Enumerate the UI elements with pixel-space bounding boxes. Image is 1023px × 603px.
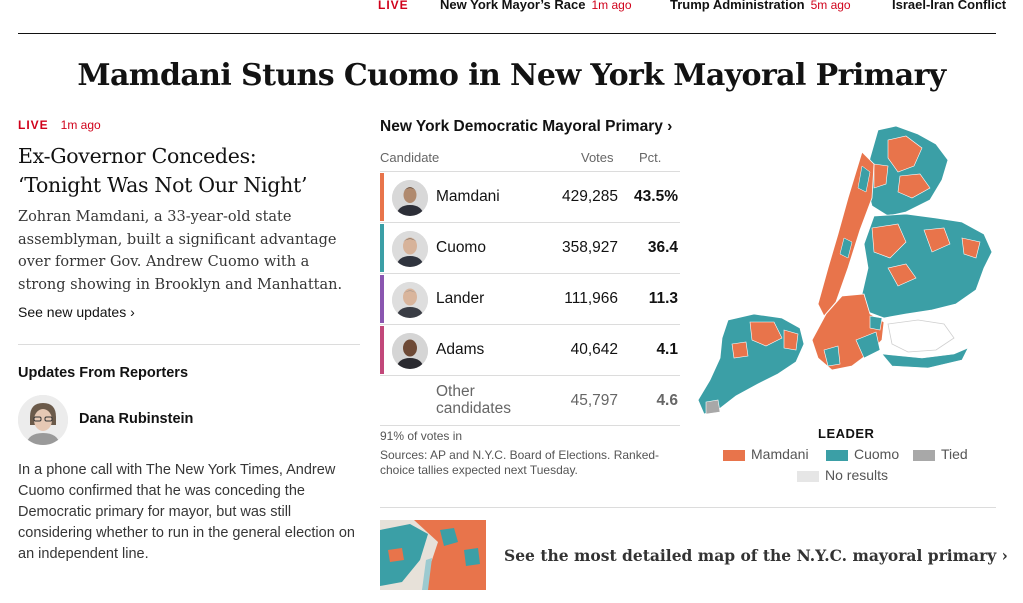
candidate-portrait-icon [392, 333, 428, 369]
results-title-link[interactable]: New York Democratic Mayoral Primary › [380, 118, 673, 135]
candidate-photo [392, 180, 428, 216]
table-row-adams: Adams 40,642 4.1 [380, 325, 680, 376]
reporting-status: 91% of votes in [380, 429, 463, 443]
legend-label: Cuomo [854, 446, 900, 462]
other-label-line2: candidates [436, 400, 511, 417]
candidate-portrait-icon [392, 231, 428, 267]
detailed-map-thumbnail[interactable] [380, 520, 486, 590]
legend-item-tied: Tied [913, 446, 968, 462]
legend-swatch [913, 449, 935, 461]
divider [380, 507, 996, 508]
candidate-pct: 4.6 [656, 392, 678, 409]
candidate-color-bar [380, 275, 384, 323]
reporter-portrait-icon [18, 395, 68, 445]
candidate-photo [392, 333, 428, 369]
nyc-map-graphic [697, 125, 993, 415]
table-row-cuomo: Cuomo 358,927 36.4 [380, 223, 680, 274]
candidate-pct: 43.5% [634, 188, 678, 205]
ticker-live-label: LIVE [378, 0, 409, 12]
legend-item-no-results: No results [797, 467, 888, 483]
map-legend-title: LEADER [818, 426, 875, 441]
other-label-line1: Other [436, 383, 475, 400]
candidate-votes: 40,642 [570, 341, 618, 358]
detailed-map-link[interactable]: See the most detailed map of the N.Y.C. … [504, 546, 1008, 565]
candidate-portrait-icon [392, 282, 428, 318]
updates-section-title: Updates From Reporters [18, 365, 189, 381]
legend-swatch [797, 470, 819, 482]
candidate-pct: 11.3 [648, 290, 678, 307]
sources-note: Sources: AP and N.Y.C. Board of Election… [380, 448, 660, 477]
reporter-name[interactable]: Dana Rubinstein [79, 411, 194, 427]
candidate-pct: 36.4 [647, 239, 678, 256]
ticker-item-time: 5m ago [810, 0, 851, 12]
candidate-votes: 358,927 [561, 239, 618, 256]
story-summary: Zohran Mamdani, a 33-year-old state asse… [18, 209, 343, 293]
legend-swatch [723, 449, 745, 461]
candidate-color-bar [380, 173, 384, 221]
reporter-update-text: In a phone call with The New York Times,… [18, 462, 355, 562]
candidate-color-bar [380, 326, 384, 374]
live-time: 1m ago [60, 118, 101, 132]
candidate-name: Adams [436, 341, 485, 358]
candidate-votes: 45,797 [570, 392, 618, 409]
candidate-pct: 4.1 [656, 341, 678, 358]
table-row-mamdani: Mamdani 429,285 43.5% [380, 172, 680, 223]
live-indicator: LIVE 1m ago [18, 118, 360, 132]
table-row-other: Other candidates 45,797 4.6 [380, 376, 680, 426]
col-header-pct: Pct. [639, 150, 662, 165]
candidate-votes: 429,285 [561, 188, 618, 205]
results-table: New York Democratic Mayoral Primary › Ca… [380, 118, 680, 477]
story-subhead-line2: ‘Tonight Was Not Our Night’ [18, 173, 308, 197]
ticker-item-label: Trump Administration [670, 0, 805, 12]
ticker-item-israel-iran[interactable]: Israel-Iran Conflict [892, 0, 1006, 12]
live-label: LIVE [18, 118, 49, 132]
candidate-portrait-icon [392, 180, 428, 216]
ticker-item-label: Israel-Iran Conflict [892, 0, 1007, 12]
candidate-photo [392, 231, 428, 267]
reporter-avatar [18, 395, 68, 445]
results-rows: Mamdani 429,285 43.5% Cuomo 358,927 36.4… [380, 171, 680, 426]
legend-item-cuomo: Cuomo [826, 446, 899, 462]
lead-story: LIVE 1m ago Ex-Governor Concedes: ‘Tonigh… [18, 118, 360, 322]
candidate-name: Mamdani [436, 188, 500, 205]
candidate-name: Lander [436, 290, 485, 307]
candidate-name: Cuomo [436, 239, 486, 256]
map-thumbnail-icon [380, 520, 486, 590]
nyc-results-map[interactable] [692, 118, 1002, 428]
col-header-votes: Votes [581, 150, 614, 165]
legend-item-mamdani: Mamdani [723, 446, 809, 462]
see-new-updates-link[interactable]: See new updates › [18, 304, 135, 320]
candidate-name-other: Other candidates [436, 383, 511, 417]
ticker-item-trump-admin[interactable]: Trump Administration 5m ago [670, 0, 851, 12]
top-rule [18, 33, 996, 34]
legend-swatch [826, 449, 848, 461]
story-subhead[interactable]: Ex-Governor Concedes: ‘Tonight Was Not O… [18, 142, 360, 200]
ticker-item-label: New York Mayor’s Race [440, 0, 586, 12]
page-headline[interactable]: Mamdani Stuns Cuomo in New York Mayoral … [77, 58, 946, 93]
divider [18, 344, 360, 345]
story-subhead-line1: Ex-Governor Concedes: [18, 144, 257, 168]
legend-label: No results [825, 467, 889, 483]
candidate-color-bar [380, 224, 384, 272]
table-row-lander: Lander 111,966 11.3 [380, 274, 680, 325]
ticker-item-time: 1m ago [591, 0, 632, 12]
col-header-candidate: Candidate [380, 150, 440, 165]
candidate-votes: 111,966 [564, 290, 618, 307]
legend-label: Mamdani [751, 446, 809, 462]
legend-label: Tied [941, 446, 968, 462]
ticker-item-mayors-race[interactable]: New York Mayor’s Race 1m ago [440, 0, 632, 12]
candidate-photo [392, 282, 428, 318]
top-ticker: LIVE New York Mayor’s Race 1m ago Trump A… [0, 0, 1023, 14]
